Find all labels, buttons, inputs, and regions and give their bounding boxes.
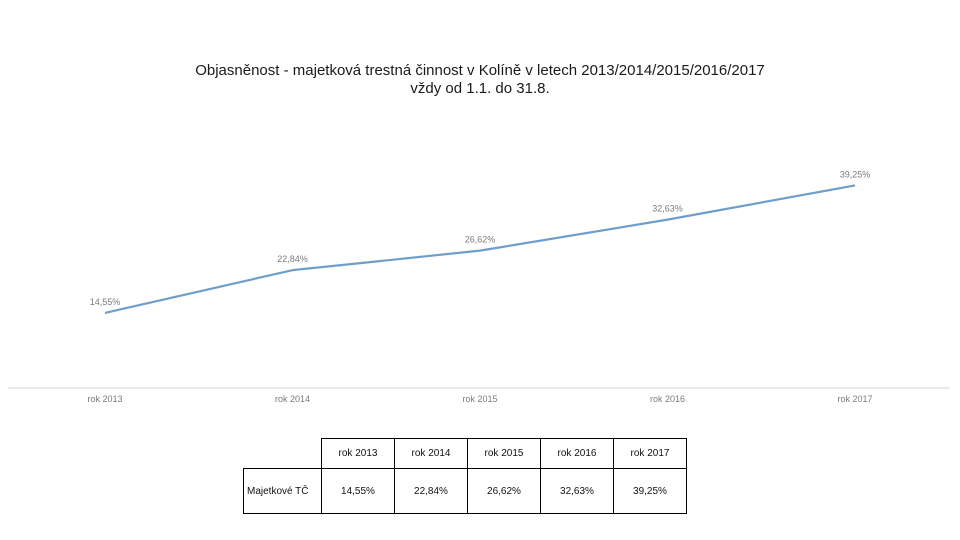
line-chart: rok 2013 rok 2014 rok 2015 rok 2016 rok 2017… <box>8 169 950 404</box>
table-header-cell: rok 2015 <box>467 438 541 469</box>
data-table: rok 2013 rok 2014 rok 2015 rok 2016 rok … <box>243 438 687 514</box>
table-row: Majetkové TČ 14,55% 22,84% 26,62% 32,63%… <box>243 468 687 514</box>
table-header-cell: rok 2013 <box>321 438 395 469</box>
table-header-row: rok 2013 rok 2014 rok 2015 rok 2016 rok … <box>244 438 687 469</box>
x-tick-label: rok 2016 <box>650 394 685 404</box>
table-cell: 14,55% <box>321 468 395 514</box>
table-header-cell: rok 2014 <box>394 438 468 469</box>
table-row-label: Majetkové TČ <box>243 468 322 514</box>
table-header-cell: rok 2017 <box>613 438 687 469</box>
data-label: 32,63% <box>652 204 683 214</box>
chart-title-line1: Objasněnost - majetková trestná činnost … <box>195 62 765 79</box>
table-cell: 26,62% <box>467 468 541 514</box>
data-label: 26,62% <box>465 235 496 245</box>
series-line <box>104 184 856 314</box>
chart-title: Objasněnost - majetková trestná činnost … <box>0 62 960 98</box>
data-label: 14,55% <box>90 297 121 307</box>
table-header-cell: rok 2016 <box>540 438 614 469</box>
x-tick-label: rok 2014 <box>275 394 310 404</box>
data-label: 39,25% <box>840 169 871 179</box>
x-tick-label: rok 2017 <box>837 394 872 404</box>
table-cell: 39,25% <box>613 468 687 514</box>
table-corner-cell <box>244 439 322 469</box>
chart-subtitle: vždy od 1.1. do 31.8. <box>410 80 550 97</box>
x-tick-label: rok 2015 <box>462 394 497 404</box>
x-tick-label: rok 2013 <box>87 394 122 404</box>
table-cell: 22,84% <box>394 468 468 514</box>
table-cell: 32,63% <box>540 468 614 514</box>
data-label: 22,84% <box>277 254 308 264</box>
